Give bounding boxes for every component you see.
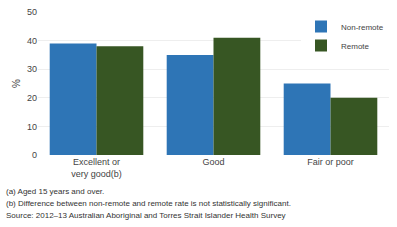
svg-text:Excellent orvery good(b): Excellent orvery good(b) <box>71 157 122 179</box>
svg-text:Fair or poor: Fair or poor <box>307 157 354 167</box>
svg-text:(a) Aged 15 years and over.: (a) Aged 15 years and over. <box>6 187 104 196</box>
svg-text:Good: Good <box>202 157 224 167</box>
svg-text:40: 40 <box>27 36 37 46</box>
svg-text:(b) Difference between non-rem: (b) Difference between non-remote and re… <box>6 199 291 208</box>
svg-text:10: 10 <box>27 122 37 132</box>
svg-text:Remote: Remote <box>341 42 370 51</box>
svg-text:30: 30 <box>27 64 37 74</box>
svg-text:0: 0 <box>32 150 37 160</box>
svg-text:Non-remote: Non-remote <box>341 23 384 32</box>
svg-text:50: 50 <box>27 7 37 17</box>
svg-text:20: 20 <box>27 93 37 103</box>
svg-text:Source: 2012–13 Australian Abo: Source: 2012–13 Australian Aboriginal an… <box>6 211 286 220</box>
svg-text:%: % <box>11 79 22 88</box>
